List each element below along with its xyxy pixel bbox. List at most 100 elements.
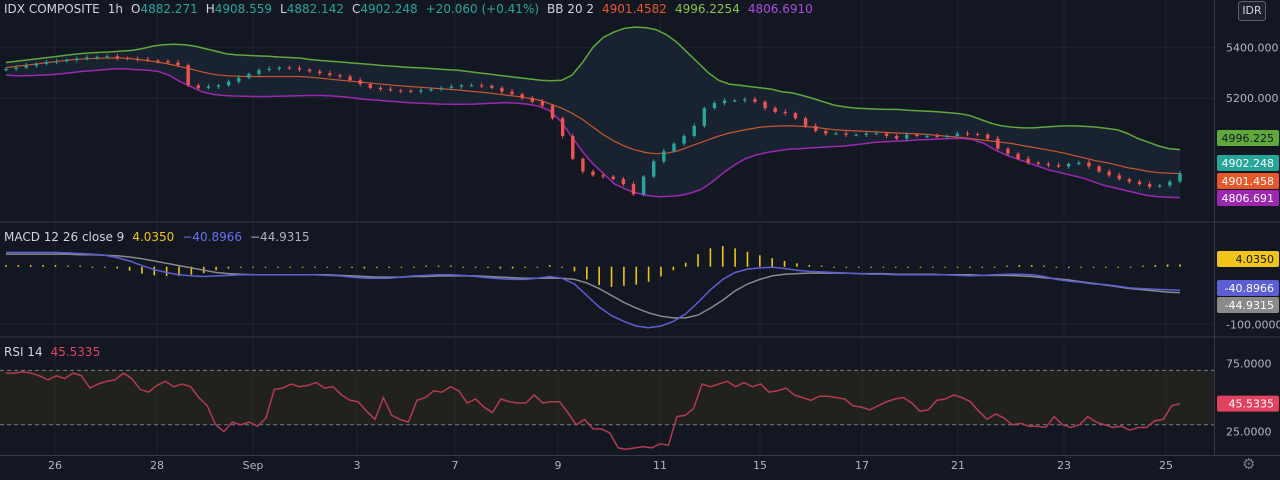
candle-body <box>743 99 747 101</box>
candle-body <box>1178 173 1182 182</box>
candle-body <box>429 89 433 91</box>
candle-body <box>1137 181 1142 185</box>
candle-body <box>75 58 79 60</box>
candle-body <box>520 94 524 98</box>
candle-body <box>915 134 919 136</box>
candle-body <box>611 176 615 180</box>
rsi-label[interactable]: RSI 14 <box>4 345 43 359</box>
symbol-name[interactable]: IDX COMPOSITE <box>4 2 100 16</box>
settings-gear-icon[interactable]: ⚙ <box>1242 455 1256 473</box>
candle-body <box>267 68 271 71</box>
candle-body <box>419 90 423 92</box>
candle-body <box>763 101 767 109</box>
high-label: H <box>205 2 215 16</box>
time-tick-label: 28 <box>150 459 164 472</box>
candle-body <box>652 161 656 177</box>
candle-body <box>257 70 261 74</box>
price-tag-label: 4901.458 <box>1222 175 1275 188</box>
macd-line-value: −40.8966 <box>182 230 242 244</box>
time-tick-label: 3 <box>354 459 361 472</box>
time-tick-label: 15 <box>753 459 767 472</box>
candle-body <box>449 86 454 88</box>
candle-body <box>1168 181 1172 186</box>
bb-basis-line <box>5 57 1181 175</box>
candle-body <box>105 56 109 58</box>
candle-body <box>682 136 686 144</box>
low-value: 4882.142 <box>286 2 344 16</box>
candle-body <box>571 136 575 159</box>
candle-body <box>1006 148 1010 154</box>
candle-body <box>95 56 99 58</box>
low-label: L <box>280 2 287 16</box>
candle-body <box>399 90 403 92</box>
candle-body <box>591 171 595 176</box>
currency-badge[interactable]: IDR <box>1238 1 1266 21</box>
price-legend: IDX COMPOSITE 1h O4882.271 H4908.559 L4882.1… <box>4 2 821 16</box>
candle-body <box>469 85 474 87</box>
candle-body <box>955 133 960 136</box>
price-tag <box>1217 155 1279 171</box>
price-tick-label: 5200.000 <box>1226 92 1279 105</box>
macd-tag <box>1217 280 1279 296</box>
candle-body <box>986 134 990 139</box>
candle-body <box>24 65 28 68</box>
candle-body <box>297 68 302 70</box>
macd-line <box>6 251 1181 329</box>
candle-body <box>145 59 150 61</box>
candle-body <box>864 133 868 135</box>
candle-body <box>672 143 676 152</box>
close-label: C <box>351 2 361 16</box>
candle-body <box>247 73 251 78</box>
macd-tick-label: -100.0000 <box>1226 318 1280 331</box>
candle-body <box>884 133 889 136</box>
candle-body <box>388 89 393 91</box>
candle-body <box>1077 162 1081 164</box>
candle-body <box>834 133 838 135</box>
candle-body <box>965 133 970 135</box>
time-tick-label: 9 <box>555 459 562 472</box>
candle-body <box>783 111 787 114</box>
high-value: 4908.559 <box>214 2 273 16</box>
candle-body <box>4 68 8 71</box>
time-tick-label: 11 <box>653 459 667 472</box>
bb-basis-value: 4901.4582 <box>602 2 667 16</box>
candle-body <box>712 103 717 109</box>
candle-body <box>945 136 949 137</box>
bb-label[interactable]: BB 20 2 <box>547 2 595 16</box>
change-value: +20.060 (+0.41%) <box>425 2 540 16</box>
candle-body <box>166 61 170 63</box>
interval-label[interactable]: 1h <box>107 2 123 16</box>
rsi-band-fill <box>0 370 1214 425</box>
candle-body <box>1066 163 1071 167</box>
macd-signal-line <box>6 253 1181 319</box>
candle-body <box>216 85 221 87</box>
candle-body <box>409 90 413 92</box>
candle-body <box>206 86 211 88</box>
rsi-line <box>6 371 1181 451</box>
candle-body <box>54 61 59 63</box>
candle-body <box>550 105 555 119</box>
candle-body <box>1087 162 1091 167</box>
candle-body <box>996 138 1000 149</box>
candle-body <box>692 125 696 136</box>
candle-body <box>1016 153 1020 159</box>
candle-body <box>722 100 727 104</box>
candle-body <box>1147 184 1152 187</box>
candle-body <box>156 60 160 62</box>
macd-label[interactable]: MACD 12 26 close 9 <box>4 230 125 244</box>
candle-body <box>34 63 39 66</box>
candle-body <box>307 69 312 72</box>
macd-legend: MACD 12 26 close 9 4.0350 −40.8966 −44.9315 <box>4 230 318 244</box>
candle-body <box>328 73 332 76</box>
candle-body <box>702 108 707 126</box>
candle-body <box>732 100 737 102</box>
rsi-tick-label: 25.0000 <box>1226 426 1272 439</box>
time-tick-label: 7 <box>452 459 459 472</box>
time-tick-label: 21 <box>951 459 965 472</box>
macd-tag <box>1217 251 1279 267</box>
candle-body <box>813 125 818 131</box>
time-tick-label: 23 <box>1057 459 1071 472</box>
candle-body <box>1097 166 1101 172</box>
